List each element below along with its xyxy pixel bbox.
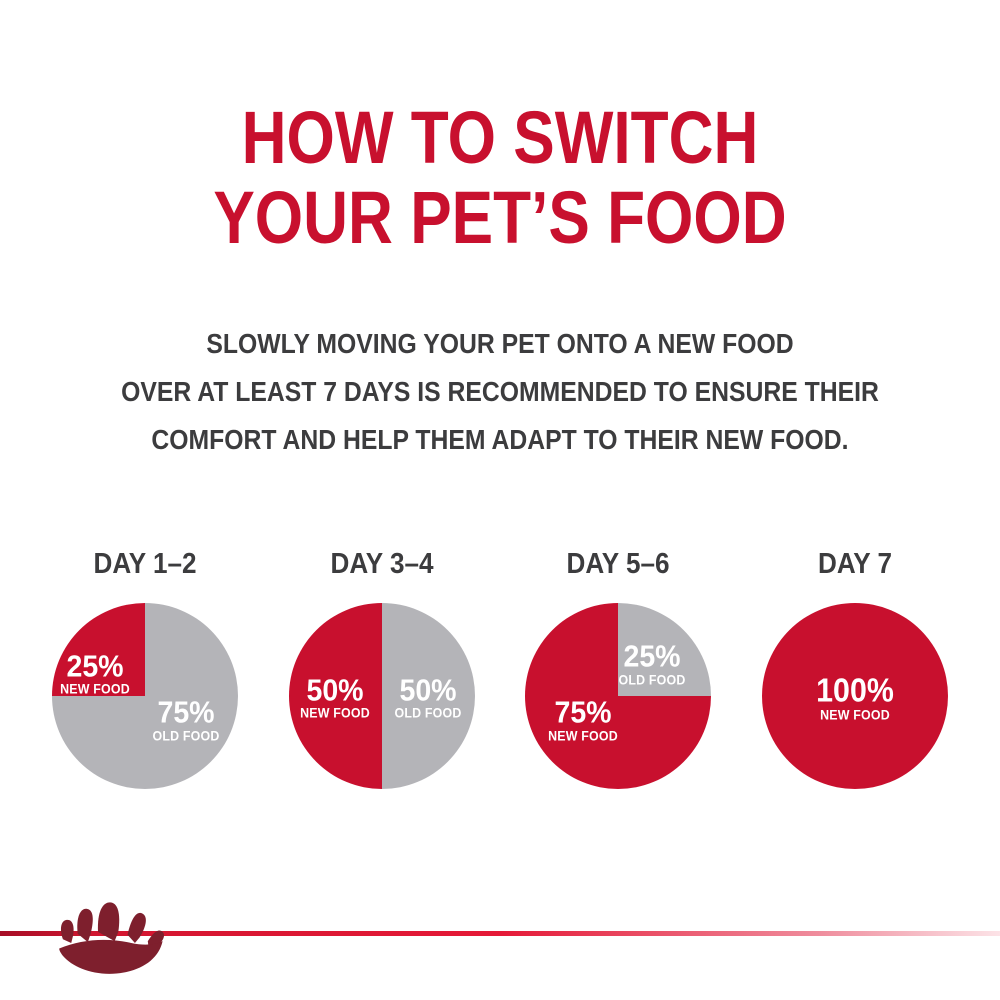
chart-title-day-7: DAY 7 <box>817 548 892 580</box>
pie-chart-day-1-2: 25% NEW FOOD 75% OLD FOOD <box>52 603 238 789</box>
slice-percent: 50% <box>399 672 457 708</box>
footer-accent-line <box>0 931 1000 936</box>
slice-name: NEW FOOD <box>300 706 371 722</box>
chart-day-7: DAY 7 100% NEW FOOD <box>761 548 948 789</box>
slice-label-new-food: 50% NEW FOOD <box>300 672 371 722</box>
slice-name: NEW FOOD <box>59 681 130 697</box>
chart-day-5-6: DAY 5–6 25% OLD FOOD 75% NEW FOOD <box>525 548 712 789</box>
chart-day-3-4: DAY 3–4 50% NEW FOOD 50% OLD FOOD <box>288 548 475 789</box>
slice-label-old-food: 75% OLD FOOD <box>152 694 220 744</box>
chart-day-1-2: DAY 1–2 25% NEW FOOD 75% OLD FOOD <box>52 548 238 789</box>
slice-percent: 25% <box>623 639 681 675</box>
slice-percent: 25% <box>66 648 124 684</box>
intro-text-line-2: OVER AT LEAST 7 DAYS IS RECOMMENDED TO E… <box>121 375 879 407</box>
chart-title-day-5-6: DAY 5–6 <box>566 548 670 580</box>
slice-label-new-food: 75% NEW FOOD <box>548 694 618 744</box>
chart-title-day-1-2: DAY 1–2 <box>93 548 197 580</box>
slice-label-old-food: 50% OLD FOOD <box>394 672 462 722</box>
slice-name: NEW FOOD <box>548 728 618 744</box>
intro-text-line-3: COMFORT AND HELP THEM ADAPT TO THEIR NEW… <box>151 423 849 455</box>
slice-percent: 50% <box>306 672 364 708</box>
pie-chart-day-5-6: 25% OLD FOOD 75% NEW FOOD <box>525 603 712 789</box>
slice-percent: 75% <box>554 694 612 730</box>
chart-title-day-3-4: DAY 3–4 <box>330 548 434 580</box>
page-title-line-1: HOW TO SWITCH <box>241 96 759 179</box>
intro-text: SLOWLY MOVING YOUR PET ONTO A NEW FOOD O… <box>50 320 950 464</box>
slice-label-new-food: 25% NEW FOOD <box>60 650 130 697</box>
slice-name: OLD FOOD <box>618 672 686 688</box>
slice-name: OLD FOOD <box>152 728 220 744</box>
slice-label-old-food: 25% OLD FOOD <box>618 639 686 688</box>
royal-canin-crown-logo <box>50 894 170 992</box>
slice-percent: 75% <box>157 694 215 730</box>
slice-name: OLD FOOD <box>394 706 462 722</box>
page-title-line-2: YOUR PET’S FOOD <box>213 175 787 259</box>
pie-chart-day-7: 100% NEW FOOD <box>761 603 948 789</box>
transition-charts-row: DAY 1–2 25% NEW FOOD 75% OLD FOOD DAY 3–… <box>52 548 948 789</box>
slice-percent: 100% <box>816 671 894 709</box>
slice-label-new-food: 100% NEW FOOD <box>816 673 894 722</box>
intro-text-line-1: SLOWLY MOVING YOUR PET ONTO A NEW FOOD <box>206 327 794 359</box>
page-title: HOW TO SWITCH YOUR PET’S FOOD <box>80 0 920 258</box>
pie-chart-day-3-4: 50% NEW FOOD 50% OLD FOOD <box>288 603 475 789</box>
slice-name: NEW FOOD <box>820 707 890 723</box>
